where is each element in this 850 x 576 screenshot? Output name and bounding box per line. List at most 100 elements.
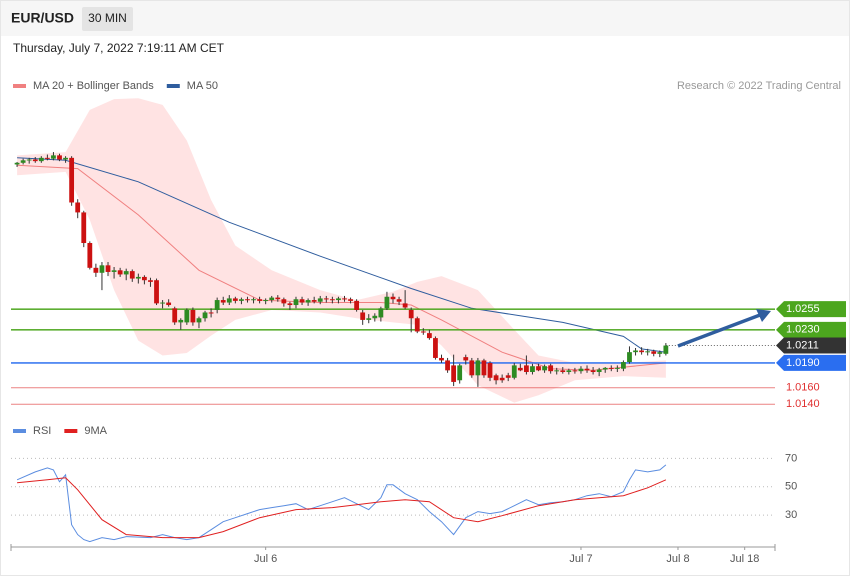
candle-body (117, 270, 123, 275)
candle-body (517, 367, 523, 371)
candle-body (220, 300, 226, 303)
y-tick-label: 70 (785, 452, 797, 464)
x-tick-label: Jul 7 (569, 553, 592, 565)
candle-body (445, 360, 450, 371)
x-tick-label: Jul 18 (730, 553, 759, 565)
candle-body (366, 318, 372, 320)
level-label: 1.0211 (786, 339, 819, 351)
candle-body (542, 366, 547, 371)
level-label: 1.0230 (786, 324, 820, 336)
candle-body (499, 377, 505, 381)
legend-label: RSI (33, 425, 51, 437)
timeframe-box (82, 7, 133, 31)
candle-body (360, 312, 366, 320)
candle-body (420, 331, 426, 333)
candle-body (336, 298, 341, 301)
candle-body (141, 276, 147, 281)
bollinger-band (17, 98, 666, 403)
candle-body (93, 267, 99, 273)
candle-body (633, 350, 638, 353)
candle-body (372, 315, 378, 319)
candle-body (166, 302, 172, 306)
candle-body (584, 368, 590, 371)
candle-body (190, 309, 196, 323)
x-tick-label: Jul 6 (254, 553, 277, 565)
candle-body (378, 308, 384, 318)
candle-body (408, 309, 414, 319)
candle-body (402, 303, 408, 308)
candle-body (354, 300, 360, 310)
candle-body (639, 350, 645, 353)
candle-body (129, 271, 135, 279)
level-box (776, 337, 846, 354)
candle-body (293, 299, 299, 306)
candle-body (596, 369, 602, 373)
candle-body (566, 370, 572, 373)
legend-label: MA 50 (187, 80, 218, 92)
candle-body (99, 265, 105, 273)
candle-body (32, 159, 38, 162)
candle-body (663, 345, 669, 354)
candle-body (69, 157, 75, 203)
candle-body (645, 351, 651, 353)
candle-body (87, 243, 93, 268)
candle-body (26, 159, 32, 161)
candle-body (657, 352, 663, 354)
candle-body (390, 296, 396, 300)
candle-body (239, 299, 244, 301)
candle-body (287, 303, 293, 306)
candle-body (469, 360, 475, 376)
candle-body (257, 299, 263, 301)
indicator-line (17, 477, 667, 539)
candle-body (160, 302, 165, 304)
candle-body (511, 365, 517, 378)
header-bar (1, 1, 849, 36)
candle-body (329, 299, 335, 301)
candle-body (621, 362, 626, 369)
level-box (776, 354, 846, 371)
legend-swatch (64, 429, 78, 433)
candle-body (451, 365, 457, 382)
candle-body (57, 155, 62, 160)
candle-body (148, 280, 153, 282)
level-label: 1.0255 (786, 303, 820, 315)
legend-swatch (13, 429, 26, 433)
legend-swatch (166, 84, 180, 88)
candle-body (20, 160, 26, 163)
candle-body (38, 157, 44, 162)
candle-body (123, 271, 129, 275)
level-box (776, 301, 846, 318)
candle-body (299, 299, 305, 303)
candle-body (251, 299, 256, 301)
candle-body (384, 296, 390, 309)
candle-body (75, 202, 81, 213)
candle-body (305, 300, 311, 303)
candle-body (523, 365, 529, 373)
forecast-arrow-head (756, 309, 771, 322)
candle-body (433, 338, 438, 358)
candle-body (530, 366, 535, 373)
candle-body (14, 162, 20, 165)
candle-body (135, 276, 141, 279)
candle-body (487, 362, 493, 378)
candle-body (184, 309, 190, 323)
candle-body (578, 368, 584, 372)
x-tick-label: Jul 8 (666, 553, 689, 565)
candle-body (311, 300, 317, 302)
candle-body (111, 270, 117, 272)
candle-body (493, 375, 499, 381)
candle-body (196, 318, 202, 323)
candle-body (154, 280, 159, 304)
legend-label: MA 20 + Bollinger Bands (33, 80, 154, 92)
candle-body (414, 318, 420, 332)
candle-body (572, 370, 578, 372)
candle-body (463, 357, 469, 361)
candle-body (554, 370, 560, 372)
candle-body (323, 298, 329, 300)
candle-body (426, 333, 432, 339)
symbol: EUR/USD (11, 10, 74, 26)
candle-body (263, 300, 269, 302)
level-box (776, 321, 846, 338)
candle-body (505, 375, 511, 378)
